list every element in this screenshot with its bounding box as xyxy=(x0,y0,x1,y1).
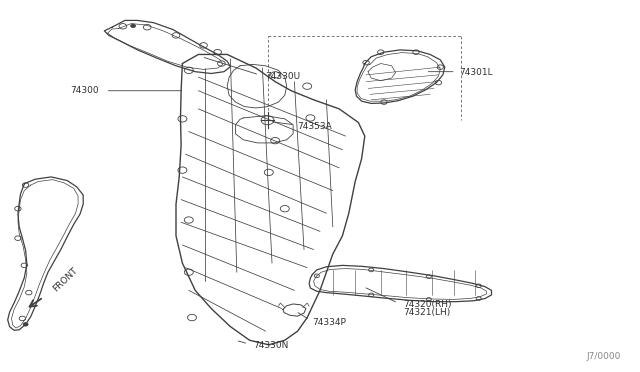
Text: 74330U: 74330U xyxy=(266,72,301,81)
Text: 74320(RH): 74320(RH) xyxy=(403,300,452,310)
Text: 74334P: 74334P xyxy=(312,318,346,327)
Circle shape xyxy=(131,24,136,28)
Circle shape xyxy=(23,323,28,326)
Text: 74301L: 74301L xyxy=(460,68,493,77)
Text: FRONT: FRONT xyxy=(51,266,79,294)
Text: 74330N: 74330N xyxy=(253,341,288,350)
Text: 74353A: 74353A xyxy=(298,122,332,131)
Text: 74321(LH): 74321(LH) xyxy=(403,308,451,317)
Text: 74300: 74300 xyxy=(70,86,99,95)
Text: J7/0000: J7/0000 xyxy=(586,352,621,361)
